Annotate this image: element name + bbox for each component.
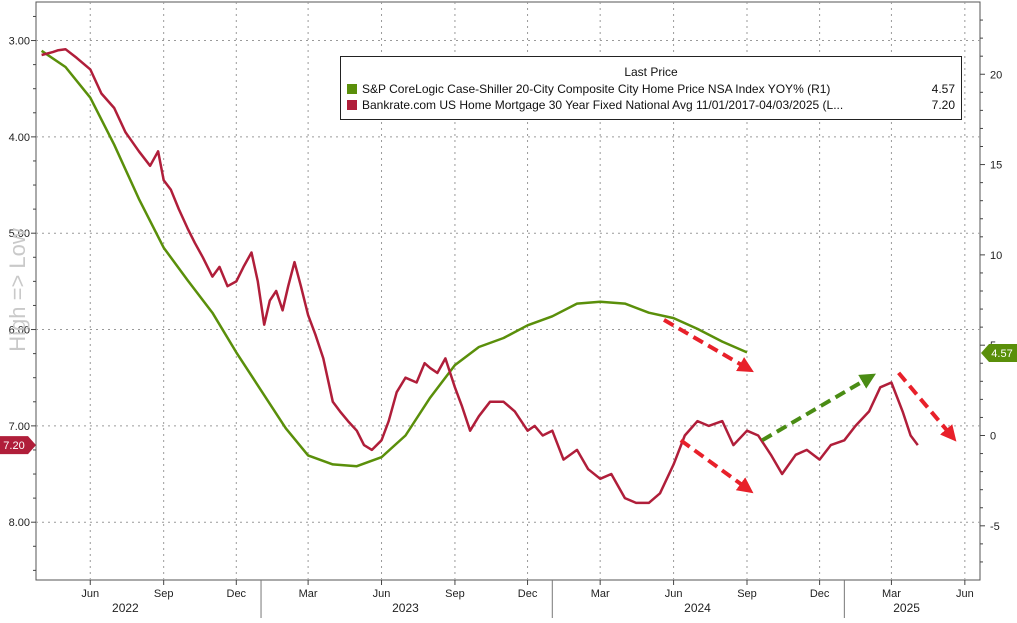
y-left-tick-label: 6.00 <box>9 325 30 337</box>
x-tick-label: Sep <box>737 588 757 600</box>
y-right-tick-label: 20 <box>990 69 1002 81</box>
annotation-arrow-red <box>679 438 754 494</box>
y-left-tick-label: 5.00 <box>9 228 30 240</box>
last-value-tag-left <box>0 436 36 455</box>
last-value-tag-left-text: 7.20 <box>3 440 24 452</box>
annotation-arrow-green <box>761 373 876 443</box>
y-left-axis-label: High => Low <box>5 228 30 352</box>
y-right-tick-label: 0 <box>990 431 996 443</box>
x-tick-label: Jun <box>665 588 683 600</box>
x-year-label: 2022 <box>112 601 139 615</box>
x-year-label: 2025 <box>893 601 920 615</box>
y-left-tick-label: 8.00 <box>9 517 30 529</box>
x-tick-label: Jun <box>373 588 391 600</box>
x-tick-label: Mar <box>882 588 901 600</box>
last-value-tag-right-text: 4.57 <box>991 348 1012 360</box>
chart-legend: Last Price S&P CoreLogic Case-Shiller 20… <box>340 56 962 120</box>
legend-title: Last Price <box>624 65 678 79</box>
y-right-tick-label: 10 <box>990 250 1002 262</box>
annotation-arrow-red <box>897 371 957 442</box>
x-tick-label: Jun <box>81 588 99 600</box>
x-tick-label: Dec <box>227 588 247 600</box>
y-right-tick-label: -5 <box>990 521 1000 533</box>
legend-entry-name: S&P CoreLogic Case-Shiller 20-City Compo… <box>362 82 831 96</box>
annotation-arrow-red <box>662 318 754 373</box>
legend-entry-value: 4.57 <box>931 82 955 96</box>
y-right-tick-label: 15 <box>990 160 1002 172</box>
legend-entry-mortgage-rate: Bankrate.com US Home Mortgage 30 Year Fi… <box>347 97 955 113</box>
legend-entry-value: 7.20 <box>931 98 955 112</box>
y-left-tick-label: 7.00 <box>9 421 30 433</box>
x-tick-label: Jun <box>956 588 974 600</box>
x-tick-label: Dec <box>518 588 538 600</box>
x-tick-label: Dec <box>810 588 830 600</box>
legend-swatch-red <box>347 100 357 110</box>
mortgage-rate-line <box>41 47 919 505</box>
legend-swatch-green <box>347 84 357 94</box>
x-year-label: 2023 <box>392 601 419 615</box>
y-left-tick-label: 3.00 <box>9 36 30 48</box>
x-year-label: 2024 <box>684 601 711 615</box>
x-tick-label: Mar <box>591 588 610 600</box>
legend-entry-home-price: S&P CoreLogic Case-Shiller 20-City Compo… <box>347 81 955 97</box>
legend-entry-name: Bankrate.com US Home Mortgage 30 Year Fi… <box>362 98 844 112</box>
last-value-tag-right <box>981 343 1017 362</box>
x-tick-label: Mar <box>299 588 318 600</box>
home-price-yoy-line <box>40 49 748 468</box>
x-tick-label: Sep <box>154 588 174 600</box>
y-left-tick-label: 4.00 <box>9 132 30 144</box>
x-tick-label: Sep <box>445 588 465 600</box>
